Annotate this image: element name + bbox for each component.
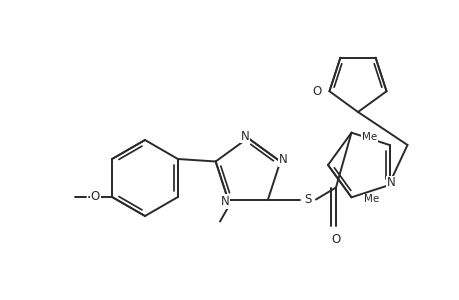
Text: S: S <box>304 193 311 206</box>
Text: Me: Me <box>361 132 376 142</box>
Text: O: O <box>312 85 321 98</box>
Text: N: N <box>278 153 287 166</box>
Text: O: O <box>90 190 100 203</box>
Text: N: N <box>386 176 395 190</box>
Text: N: N <box>240 130 249 142</box>
Text: N: N <box>220 195 229 208</box>
Text: Me: Me <box>363 194 378 204</box>
Text: O: O <box>330 233 340 246</box>
